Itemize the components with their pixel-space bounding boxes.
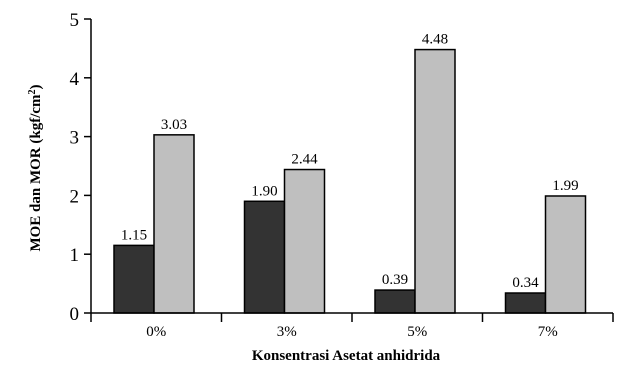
y-tick-label: 3: [70, 128, 80, 149]
bar-value-label: 1.90: [251, 183, 277, 199]
value-labels-group: 1.15 3.03 1.90 2.44 0.39 4.48 0.34 1.99: [121, 32, 579, 291]
y-axis-title: MOE dan MOR (kgf/cm2): [27, 84, 45, 251]
bar-value-label: 1.99: [552, 178, 578, 194]
bar-value-label: 4.48: [422, 32, 448, 48]
x-tick-label: 5%: [407, 324, 427, 340]
bar-value-label: 0.34: [512, 275, 539, 291]
bar-series-1: [113, 244, 155, 314]
bar-series-2: [283, 168, 326, 314]
y-tick-label: 5: [70, 10, 80, 31]
y-axis-title-end: ): [28, 84, 44, 89]
y-axis-title-sup: 2: [27, 89, 38, 94]
bar-value-label: 0.39: [382, 272, 408, 288]
y-tick-label: 2: [70, 186, 80, 207]
bar-value-label: 3.03: [161, 117, 187, 133]
x-axis-ticks: 0% 3% 5% 7%: [90, 313, 614, 340]
y-tick-label: 4: [70, 69, 80, 90]
bar-value-label: 1.15: [121, 227, 147, 243]
bar-series-2: [414, 48, 456, 314]
y-tick-label: 1: [70, 245, 80, 266]
x-tick-label: 7%: [538, 324, 558, 340]
y-axis-title-main: MOE dan MOR (kgf/cm: [28, 94, 44, 252]
bar-series-1: [374, 289, 416, 314]
bars-group: [113, 48, 587, 314]
y-axis-ticks: 0 1 2 3 4 5: [70, 10, 91, 325]
x-tick-label: 3%: [277, 324, 297, 340]
bar-series-2: [544, 195, 587, 314]
x-tick-label: 0%: [146, 324, 166, 340]
bar-value-label: 2.44: [291, 152, 318, 168]
x-axis-title: Konsentrasi Asetat anhidrida: [252, 348, 441, 364]
bar-series-1: [504, 292, 547, 314]
bar-series-2: [153, 134, 195, 314]
y-tick-label: 0: [70, 304, 80, 325]
bar-series-1: [243, 200, 286, 314]
